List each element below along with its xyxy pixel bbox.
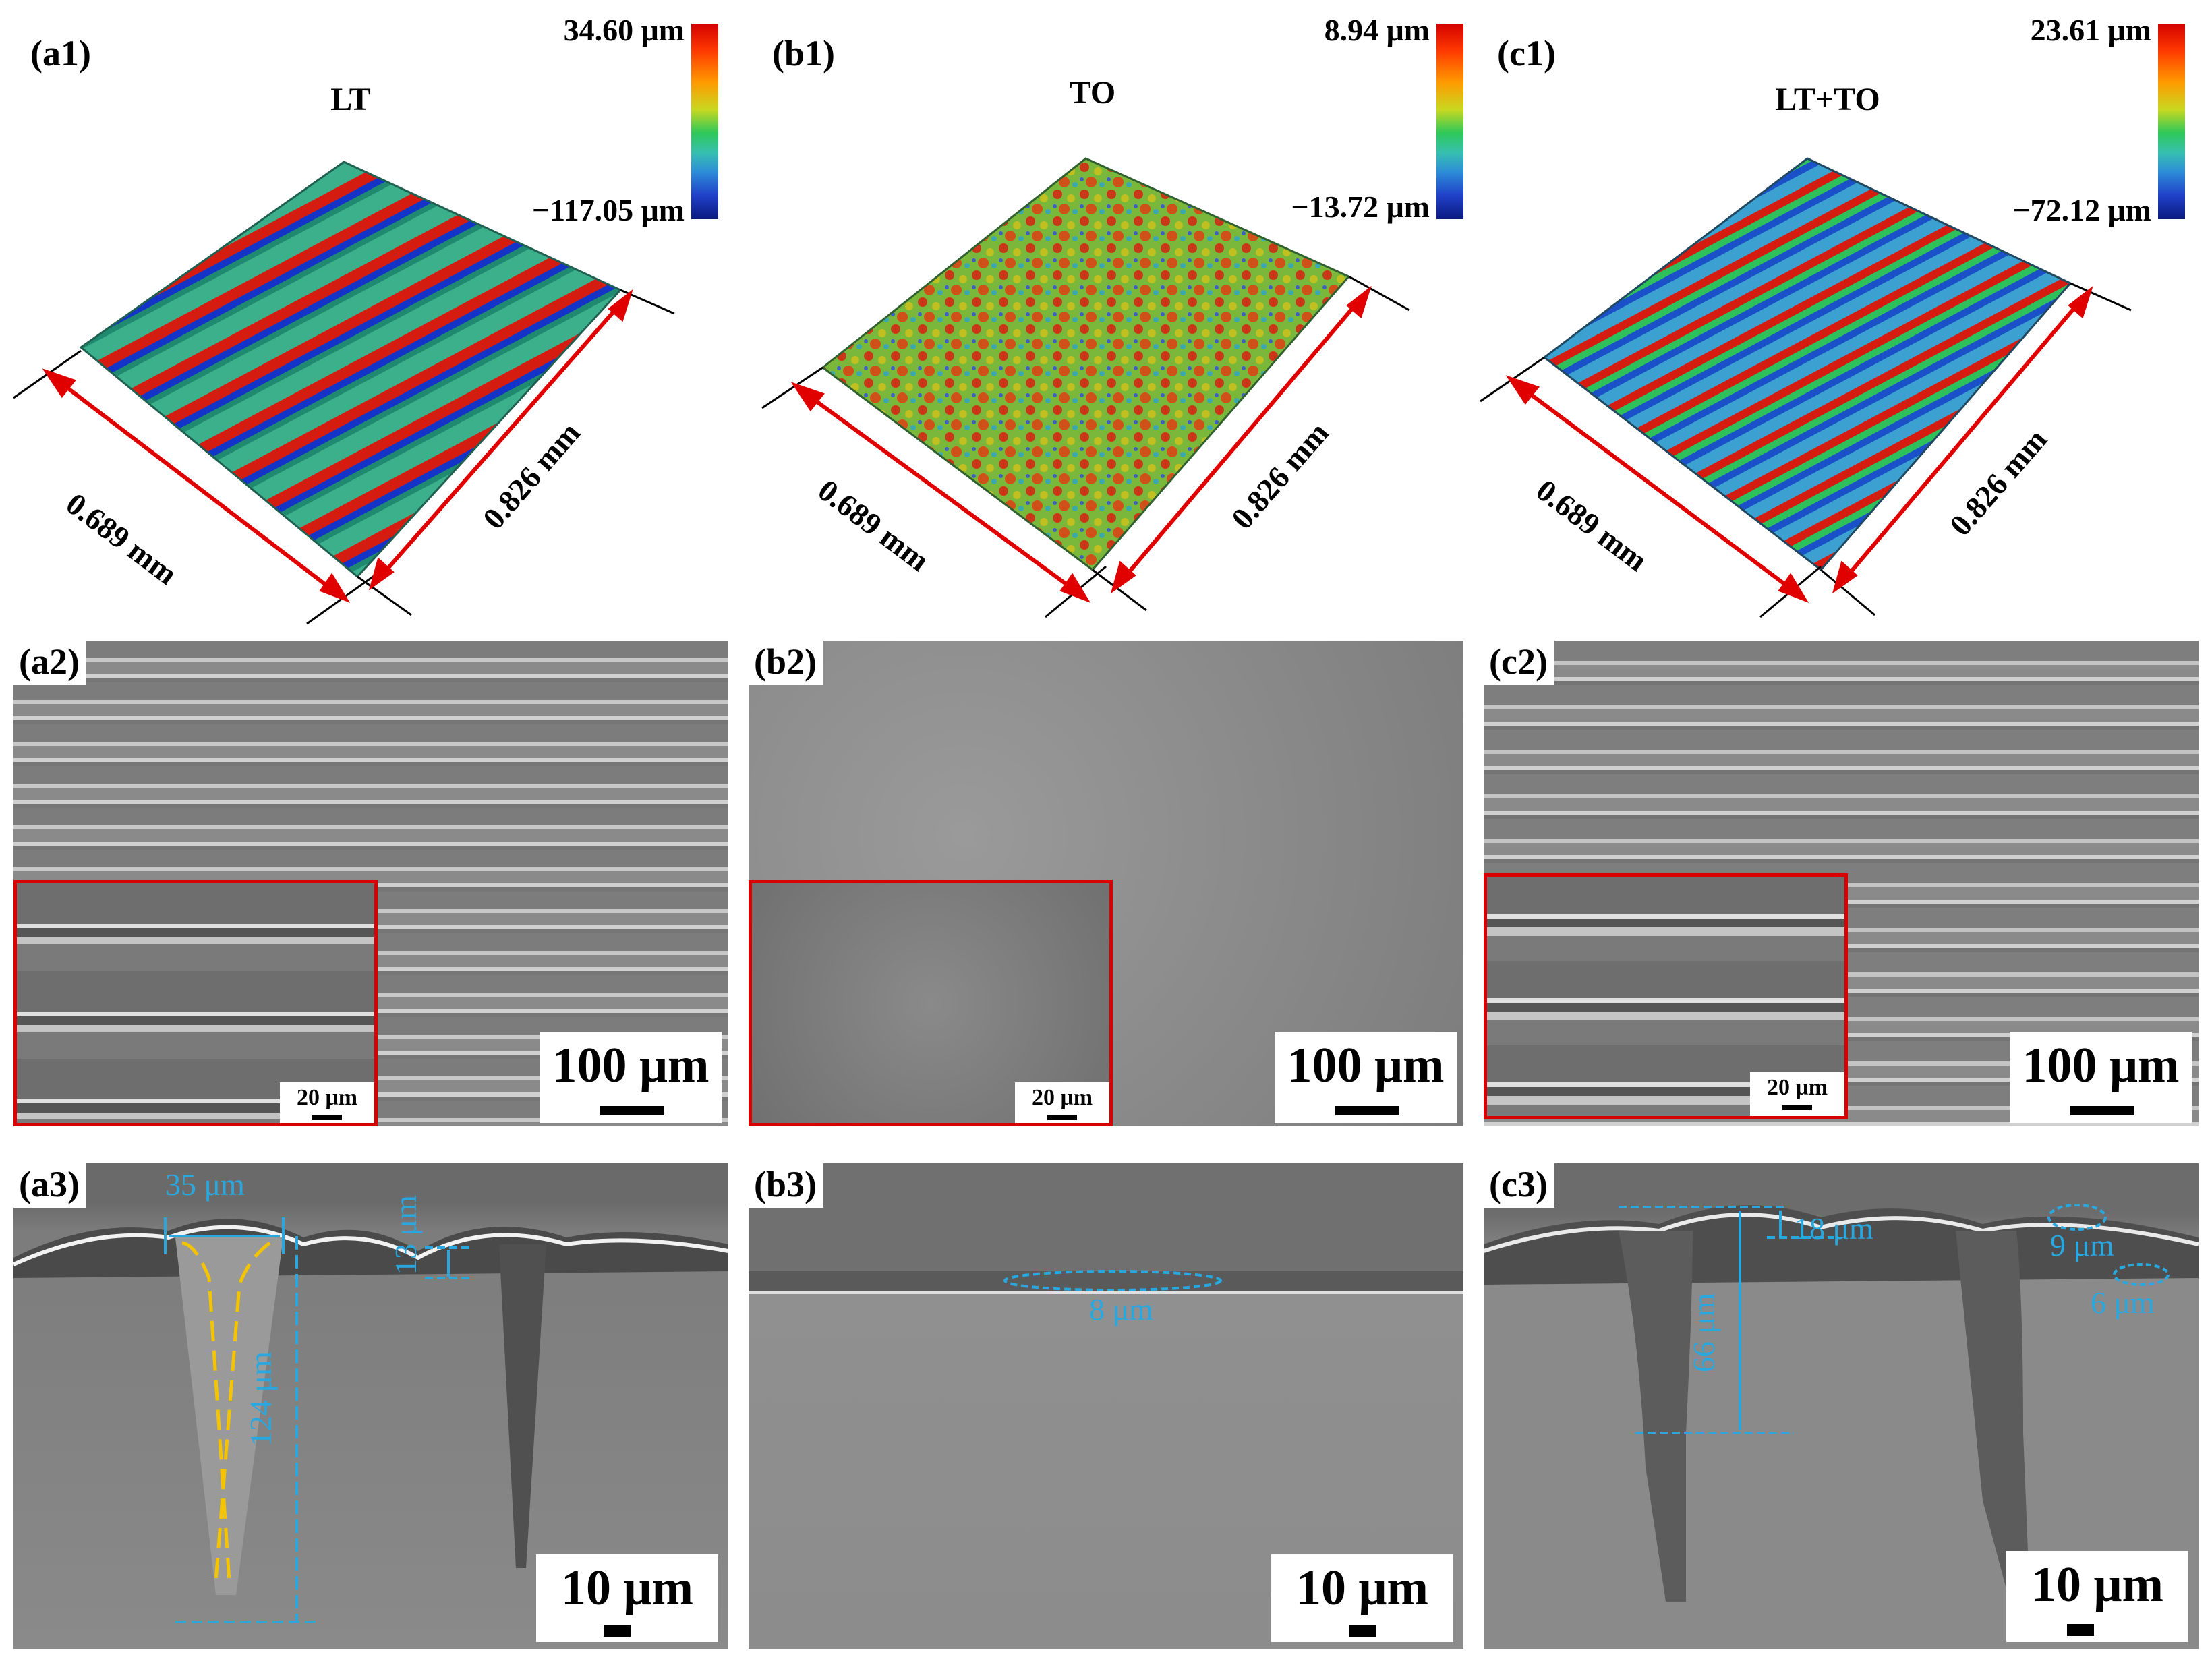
title-a1: LT bbox=[330, 82, 371, 117]
colorbar-c1 bbox=[2158, 24, 2185, 219]
measure-layer-b3: 8 μm bbox=[1089, 1292, 1153, 1327]
cross-section-c3-graphic bbox=[1484, 1204, 2199, 1602]
inset-scalebar-bar-a2 bbox=[312, 1115, 342, 1120]
title-b1: TO bbox=[1069, 75, 1116, 111]
measure-9-c3: 9 μm bbox=[2050, 1228, 2114, 1262]
inset-scalebar-bar-b2 bbox=[1047, 1115, 1077, 1120]
panel-label-a1: (a1) bbox=[30, 33, 91, 74]
sem-image-b2: 20 μm 100 μm bbox=[749, 641, 1463, 1126]
scalebar-label-c3: 10 μm bbox=[2031, 1557, 2164, 1612]
inset-a2: 20 μm bbox=[13, 880, 378, 1126]
inset-scalebar-b2: 20 μm bbox=[1015, 1082, 1109, 1123]
scalebar-bar-b3 bbox=[1349, 1625, 1376, 1637]
inset-scalebar-a2: 20 μm bbox=[280, 1082, 374, 1123]
colorbar-max-c1: 23.61 μm bbox=[2030, 13, 2151, 47]
inset-scalebar-c2: 20 μm bbox=[1750, 1072, 1844, 1116]
inset-scalebar-label-a2: 20 μm bbox=[296, 1085, 358, 1110]
colorbar-a1 bbox=[691, 24, 718, 219]
scalebar-c2: 100 μm bbox=[2010, 1032, 2192, 1123]
measure-6-c3: 6 μm bbox=[2091, 1285, 2155, 1320]
scalebar-b3: 10 μm bbox=[1271, 1554, 1453, 1642]
sem-image-a2: 20 μm 100 μm bbox=[13, 641, 728, 1126]
panel-label-a3: (a3) bbox=[13, 1163, 86, 1208]
measure-top-c3: 18 μm bbox=[1794, 1211, 1873, 1246]
colorbar-min-a1: −117.05 μm bbox=[531, 193, 685, 227]
inset-scalebar-label-b2: 20 μm bbox=[1031, 1085, 1093, 1110]
scalebar-label-a2: 100 μm bbox=[552, 1038, 709, 1093]
sem-image-a3: 35 μm 124 μm 13 μm 10 μm bbox=[13, 1163, 728, 1649]
title-c1: LT+TO bbox=[1775, 82, 1880, 117]
sem-image-c2: 20 μm 100 μm bbox=[1484, 641, 2199, 1126]
panel-label-a2: (a2) bbox=[13, 641, 86, 685]
inset-b2: 20 μm bbox=[749, 880, 1113, 1126]
scalebar-label-c2: 100 μm bbox=[2022, 1038, 2180, 1093]
scalebar-label-b2: 100 μm bbox=[1287, 1038, 1445, 1093]
sem-image-c3: 66 μm 18 μm 9 μm 6 μm 10 μm bbox=[1484, 1163, 2199, 1649]
panel-label-b1: (b1) bbox=[772, 33, 835, 74]
scalebar-b2: 100 μm bbox=[1275, 1032, 1457, 1123]
colorbar-min-c1: −72.12 μm bbox=[2012, 193, 2151, 227]
scalebar-bar-c2 bbox=[2070, 1106, 2134, 1115]
scalebar-a3: 10 μm bbox=[536, 1554, 718, 1642]
panel-label-c1: (c1) bbox=[1497, 33, 1556, 74]
scalebar-c3: 10 μm bbox=[2006, 1551, 2188, 1642]
cross-section-b3-graphic bbox=[749, 1270, 1463, 1294]
scalebar-bar-c3 bbox=[2067, 1624, 2094, 1636]
inset-scalebar-label-c2: 20 μm bbox=[1766, 1075, 1828, 1100]
measure-depth-c3: 66 μm bbox=[1687, 1293, 1721, 1372]
panel-label-b2: (b2) bbox=[749, 641, 823, 685]
measure-small-a3: 13 μm bbox=[388, 1195, 423, 1275]
colorbar-max-a1: 34.60 μm bbox=[563, 13, 685, 47]
measure-depth-a3: 124 μm bbox=[243, 1351, 278, 1447]
sem-image-b3: 8 μm 10 μm bbox=[749, 1163, 1463, 1649]
inset-c2: 20 μm bbox=[1484, 873, 1848, 1119]
measure-width-a3: 35 μm bbox=[165, 1167, 245, 1202]
inset-scalebar-bar-c2 bbox=[1782, 1105, 1812, 1110]
colorbar-b1 bbox=[1436, 24, 1463, 219]
panel-label-c3: (c3) bbox=[1484, 1163, 1554, 1208]
scalebar-label-b3: 10 μm bbox=[1296, 1561, 1429, 1616]
scalebar-label-a3: 10 μm bbox=[560, 1561, 694, 1616]
panel-label-c2: (c2) bbox=[1484, 641, 1554, 685]
scalebar-a2: 100 μm bbox=[540, 1032, 722, 1123]
scalebar-bar-b2 bbox=[1335, 1106, 1399, 1115]
colorbar-max-b1: 8.94 μm bbox=[1324, 13, 1430, 47]
scalebar-bar-a2 bbox=[600, 1106, 664, 1115]
cross-section-a3-graphic bbox=[13, 1217, 728, 1623]
scalebar-bar-a3 bbox=[604, 1625, 631, 1637]
panel-label-b3: (b3) bbox=[749, 1163, 823, 1208]
colorbar-min-b1: −13.72 μm bbox=[1291, 190, 1430, 224]
